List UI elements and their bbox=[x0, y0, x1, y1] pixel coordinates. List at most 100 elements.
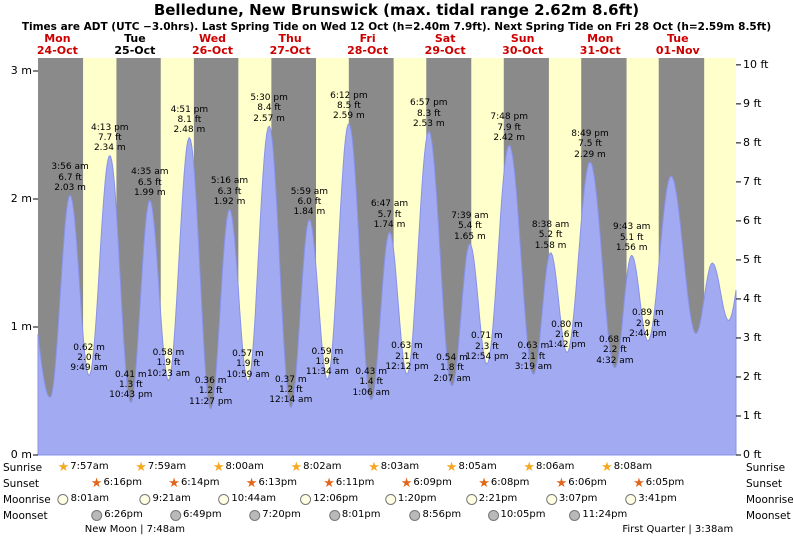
sunset-icon: ★ bbox=[555, 475, 568, 491]
left-axis-label: 0 m bbox=[10, 448, 32, 461]
tide-time: 10:43 pm bbox=[109, 390, 153, 401]
right-axis-label: 4 ft bbox=[743, 291, 762, 305]
high-tide-label: 5:59 am 6.0 ft 1.84 m bbox=[291, 187, 328, 218]
day-date: 29-Oct bbox=[424, 43, 466, 57]
left-axis-label: 2 m bbox=[10, 192, 32, 205]
high-tide-label: 6:12 pm 8.5 ft 2.59 m bbox=[330, 91, 368, 122]
moonset-time: 11:24pm bbox=[582, 509, 628, 520]
moonset-icon bbox=[170, 509, 182, 521]
high-tide-label: 3:56 am 6.7 ft 2.03 m bbox=[51, 162, 88, 193]
day-weekday: Fri bbox=[359, 32, 376, 45]
tide-height-ft: 2.1 ft bbox=[521, 351, 546, 362]
tide-height-ft: 6.5 ft bbox=[137, 177, 162, 188]
tide-height-ft: 8.4 ft bbox=[257, 103, 281, 114]
page-subtitle: Times are ADT (UTC −3.0hrs). Last Spring… bbox=[21, 21, 772, 33]
tide-height-m: 0.59 m bbox=[311, 346, 344, 357]
tide-height-m: 1.92 m bbox=[213, 197, 246, 207]
moonrise-marker: 2:21pm bbox=[465, 492, 517, 506]
page-title: Belledune, New Brunswick (max. tidal ran… bbox=[153, 1, 640, 19]
tide-height-m: 0.43 m bbox=[355, 367, 388, 377]
tide-time: 2:44 pm bbox=[629, 328, 667, 339]
day-label: Mon 24-Oct bbox=[37, 33, 78, 56]
moon-phase-label: New Moon | 7:48am bbox=[84, 524, 186, 535]
day-date: 25-Oct bbox=[114, 43, 156, 57]
sunset-marker: ★ 6:09pm bbox=[401, 476, 452, 490]
day-weekday: Sat bbox=[434, 32, 456, 45]
right-axis-label: 5 ft bbox=[743, 252, 762, 266]
tide-time: 6:47 am bbox=[370, 199, 409, 210]
high-tide-label: 5:16 am 6.3 ft 1.92 m bbox=[211, 176, 248, 207]
day-date: 24-Oct bbox=[36, 43, 78, 57]
day-weekday: Mon bbox=[44, 32, 71, 45]
day-weekday: Wed bbox=[198, 32, 227, 45]
high-tide-label: 7:48 pm 7.9 ft 2.42 m bbox=[490, 112, 528, 143]
sunrise-icon: ★ bbox=[523, 459, 536, 475]
moonset-time: 6:26pm bbox=[104, 509, 143, 520]
right-axis-label: 10 ft bbox=[743, 57, 769, 71]
high-tide-label: 9:43 am 5.1 ft 1.56 m bbox=[613, 222, 650, 253]
day-date: 01-Nov bbox=[655, 43, 700, 57]
moonrise-marker: 3:41pm bbox=[625, 492, 677, 506]
sunrise-time: 8:05am bbox=[458, 461, 497, 472]
tide-height-ft: 1.9 ft bbox=[236, 359, 260, 370]
tide-time: 12:14 am bbox=[269, 395, 313, 406]
tide-height-m: 2.03 m bbox=[54, 183, 86, 193]
sunrise-time: 8:00am bbox=[225, 461, 264, 472]
sunset-marker: ★ 6:13pm bbox=[246, 476, 297, 490]
moonrise-time: 12:06pm bbox=[313, 493, 359, 504]
astro-row-label-right: Moonset bbox=[746, 510, 791, 522]
tide-height-m: 2.29 m bbox=[574, 149, 606, 160]
day-label: Thu 27-Oct bbox=[270, 33, 311, 56]
high-tide-label: 4:13 pm 7.7 ft 2.34 m bbox=[91, 123, 129, 154]
sunrise-marker: ★ 8:06am bbox=[523, 460, 574, 474]
low-tide-label: 0.58 m 1.9 ft 10:23 am bbox=[147, 348, 190, 379]
sunrise-time: 8:06am bbox=[536, 461, 575, 472]
sunset-marker: ★ 6:11pm bbox=[323, 476, 374, 490]
right-axis-label: 7 ft bbox=[743, 174, 762, 188]
low-tide-label: 0.54 m 1.8 ft 2:07 am bbox=[433, 353, 470, 384]
tide-time: 12:54 pm bbox=[465, 351, 509, 362]
tide-height-m: 0.62 m bbox=[73, 342, 105, 353]
moonset-icon bbox=[328, 509, 340, 521]
right-axis-label: 2 ft bbox=[743, 369, 762, 383]
sunrise-icon: ★ bbox=[368, 459, 380, 475]
tide-height-ft: 7.5 ft bbox=[578, 139, 602, 150]
sunset-icon: ★ bbox=[245, 475, 258, 491]
day-date: 30-Oct bbox=[502, 43, 544, 57]
moonrise-time: 1:20pm bbox=[397, 493, 437, 504]
tide-time: 1:42 pm bbox=[548, 340, 586, 351]
tide-time: 9:43 am bbox=[613, 222, 651, 233]
sunrise-time: 7:57am bbox=[70, 461, 109, 472]
low-tide-label: 0.36 m 1.2 ft 11:27 pm bbox=[189, 376, 232, 407]
moonset-time: 6:49pm bbox=[183, 509, 222, 520]
moon-phase-label: First Quarter | 3:38am bbox=[622, 524, 734, 535]
moonset-marker: 10:05pm bbox=[487, 508, 545, 522]
tide-height-ft: 2.3 ft bbox=[475, 341, 499, 352]
tide-height-ft: 2.1 ft bbox=[395, 351, 419, 362]
tide-height-ft: 8.1 ft bbox=[177, 115, 202, 125]
moonset-time: 7:20pm bbox=[262, 509, 301, 520]
moonset-icon bbox=[409, 509, 421, 521]
low-tide-label: 0.63 m 2.1 ft 3:19 am bbox=[515, 341, 552, 372]
sunrise-time: 8:02am bbox=[303, 461, 342, 472]
tide-height-m: 2.34 m bbox=[93, 143, 126, 154]
tide-height-m: 0.57 m bbox=[232, 349, 264, 359]
tide-height-m: 0.41 m bbox=[114, 369, 147, 380]
low-tide-label: 0.59 m 1.9 ft 11:34 am bbox=[306, 347, 349, 378]
high-tide-label: 5:30 pm 8.4 ft 2.57 m bbox=[250, 93, 288, 124]
sunset-icon: ★ bbox=[90, 475, 103, 491]
tide-time: 4:35 am bbox=[131, 167, 169, 178]
tide-time: 6:57 pm bbox=[410, 98, 448, 109]
low-tide-label: 0.43 m 1.4 ft 1:06 am bbox=[353, 367, 390, 398]
tide-height-ft: 5.7 ft bbox=[377, 209, 402, 220]
moonset-marker: 8:56pm bbox=[409, 508, 461, 522]
sunset-time: 6:16pm bbox=[103, 477, 142, 488]
day-date: 26-Oct bbox=[191, 43, 234, 57]
moonrise-icon bbox=[57, 493, 69, 505]
moonrise-icon bbox=[545, 493, 557, 505]
moonset-icon bbox=[249, 509, 261, 521]
moonrise-icon bbox=[218, 493, 230, 505]
day-label: Sat 29-Oct bbox=[425, 33, 466, 56]
tide-height-ft: 7.9 ft bbox=[497, 122, 522, 133]
